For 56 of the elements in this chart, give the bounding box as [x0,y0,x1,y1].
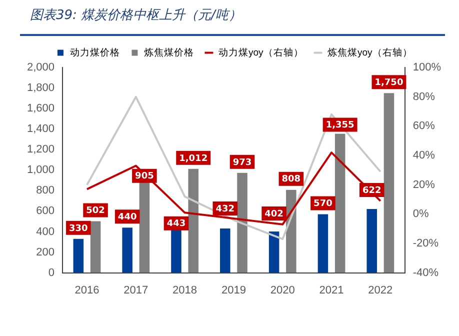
y-tick-label: 1,400 [26,123,55,136]
y2-tick-label: 40% [412,150,436,162]
y-tick-label: 0 [48,266,55,279]
x-tick-label: 2021 [319,284,344,296]
data-label: 402 [264,209,284,220]
chart-title: 图表39: 煤炭价格中枢上升（元/吨） [30,7,242,24]
y2-tick-label: 60% [412,120,436,132]
data-label: 443 [166,219,186,230]
bar [268,232,280,273]
bar [334,134,346,273]
x-tick-label: 2020 [270,284,295,296]
y2-tick-label: -20% [412,238,439,250]
y-tick-label: 800 [36,184,55,197]
data-label: 973 [232,158,252,168]
legend-label: 炼焦煤价格 [144,46,194,58]
y-tick-label: 1,200 [26,144,55,156]
bar [384,93,394,273]
x-tick-label: 2017 [124,284,148,296]
bar [220,228,230,273]
data-label: 1,012 [179,154,208,164]
data-label: 570 [314,199,332,210]
data-label: 622 [362,186,382,196]
x-tick-label: 2018 [172,284,198,296]
y-tick-label: 200 [36,246,55,258]
y-tick-label: 600 [36,205,55,218]
bar [73,238,84,273]
data-label: 432 [216,204,235,214]
data-label: 808 [282,174,301,185]
x-tick-label: 2022 [368,284,393,296]
bar [237,172,248,273]
data-label: 905 [135,172,154,182]
data-label: 1,355 [326,120,354,131]
y-tick-label: 1,600 [26,102,55,115]
data-label: 502 [86,206,105,216]
data-label: 330 [69,224,88,234]
y2-tick-label: 100% [412,62,442,74]
y2-tick-label: 20% [412,178,436,191]
x-tick-label: 2019 [221,284,246,296]
y-tick-label: 400 [36,226,55,238]
legend-label: 炼焦煤yoy（右轴） [328,46,412,58]
legend-label: 动力煤yoy（右轴） [218,46,304,58]
data-label: 1,750 [374,78,404,88]
y2-tick-label: 0% [412,208,429,220]
y2-tick-label: -40% [412,266,439,279]
y-tick-label: 2,000 [26,62,55,74]
bar [90,221,101,273]
y-tick-label: 1,000 [26,164,55,176]
legend-label: 动力煤价格 [70,46,120,58]
y2-tick-label: 80% [412,90,436,103]
data-label: 440 [118,212,137,222]
y-tick-label: 1,800 [26,82,55,94]
bar [122,228,132,273]
bar [188,168,198,273]
x-tick-label: 2016 [74,284,100,296]
bar [318,214,328,273]
bar [366,208,377,273]
